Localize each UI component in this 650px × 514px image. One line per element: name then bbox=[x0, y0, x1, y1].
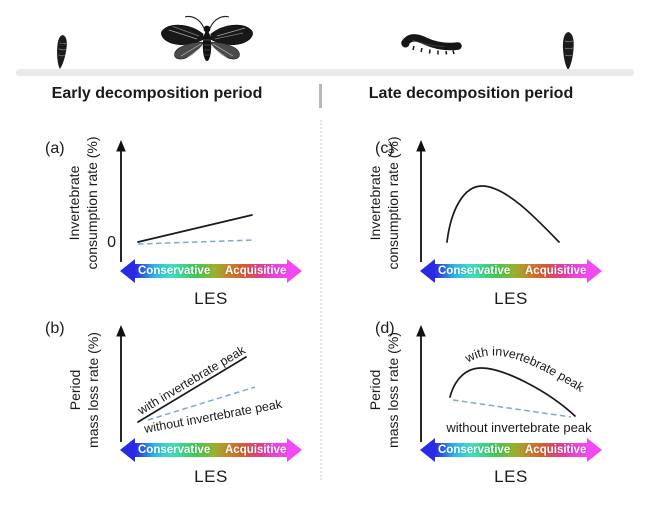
moth-antenna-right bbox=[209, 15, 230, 29]
panel-d-les-label: LES bbox=[494, 467, 528, 486]
spectrum-left-arrowhead bbox=[420, 438, 435, 462]
panel-d-letter: (d) bbox=[375, 320, 395, 337]
header-separator-bar bbox=[16, 69, 634, 76]
conservative-label: Conservative bbox=[138, 265, 211, 277]
panel-c-les-spectrum-arrow: Conservative Acquisitive bbox=[420, 259, 602, 283]
panel-b-dashed-line bbox=[147, 386, 256, 421]
panel-d-plot: with invertebrate peak without invertebr… bbox=[416, 325, 592, 442]
panel-a-yaxis-arrowhead bbox=[116, 140, 126, 152]
spectrum-left-arrowhead bbox=[120, 438, 135, 462]
acquisitive-label: Acquisitive bbox=[525, 265, 587, 277]
moth-icon bbox=[161, 15, 253, 61]
panel-a-les-label: LES bbox=[194, 289, 228, 308]
conservative-label: Conservative bbox=[438, 265, 511, 277]
panel-c-letter: (c) bbox=[375, 140, 394, 157]
panel-b-yaxis-arrowhead bbox=[116, 325, 126, 337]
caterpillar-icon bbox=[401, 34, 462, 55]
panel-a-ylabel-line1: Invertebrate bbox=[65, 165, 82, 241]
heading-divider bbox=[319, 84, 322, 108]
panel-a-plot: 0 bbox=[107, 140, 256, 262]
panel-a-letter: (a) bbox=[45, 140, 65, 157]
panel-d-with-peak-label: with invertebrate peak bbox=[462, 344, 587, 395]
spectrum-right-arrowhead bbox=[587, 438, 602, 462]
moth-antenna-left bbox=[184, 15, 205, 29]
acquisitive-label: Acquisitive bbox=[225, 265, 287, 277]
moth-forewing-right bbox=[209, 24, 253, 45]
moth-body bbox=[202, 31, 212, 61]
spectrum-gradient-bar: Conservative Acquisitive bbox=[135, 264, 287, 278]
panel-d-dashed-line bbox=[452, 399, 572, 418]
panel-c-ylabel-line1: Invertebrate bbox=[366, 165, 383, 241]
panel-c-plot bbox=[416, 140, 560, 262]
panel-b-ylabel-line1: Period bbox=[66, 369, 83, 411]
conservative-label: Conservative bbox=[138, 444, 211, 456]
panel-a-zero-label: 0 bbox=[107, 234, 116, 251]
panel-d-without-peak-label: without invertebrate peak bbox=[445, 420, 592, 435]
panel-b-les-spectrum-arrow: Conservative Acquisitive bbox=[120, 438, 302, 462]
panel-b-solid-line bbox=[137, 356, 247, 423]
spectrum-gradient-bar: Conservative Acquisitive bbox=[435, 443, 587, 457]
acquisitive-label: Acquisitive bbox=[525, 444, 587, 456]
panel-c-les-label: LES bbox=[494, 289, 528, 308]
panel-c-yaxis-arrowhead bbox=[416, 140, 426, 152]
panel-d-yaxis-arrowhead bbox=[416, 325, 426, 337]
acquisitive-label: Acquisitive bbox=[225, 444, 287, 456]
spectrum-gradient-bar: Conservative Acquisitive bbox=[435, 264, 587, 278]
panel-d-hump-curve bbox=[449, 367, 576, 417]
panel-a-dashed-line bbox=[137, 239, 256, 245]
panel-b-plot: with invertebrate peak without invertebr… bbox=[116, 325, 284, 442]
pupa-icon-right bbox=[562, 31, 574, 71]
panel-d-ylabel-line1: Period bbox=[366, 369, 383, 411]
spectrum-right-arrowhead bbox=[287, 259, 302, 283]
panel-a-solid-line bbox=[137, 214, 253, 243]
panel-c-hump-curve bbox=[446, 185, 560, 243]
spectrum-left-arrowhead bbox=[420, 259, 435, 283]
panel-b-letter: (b) bbox=[45, 320, 65, 337]
panel-b-les-label: LES bbox=[194, 467, 228, 486]
spectrum-gradient-bar: Conservative Acquisitive bbox=[135, 443, 287, 457]
panel-column-divider bbox=[320, 120, 322, 480]
early-period-heading: Early decomposition period bbox=[51, 85, 263, 102]
late-period-heading: Late decomposition period bbox=[368, 85, 574, 102]
moth-forewing-left bbox=[161, 24, 205, 45]
spectrum-right-arrowhead bbox=[287, 438, 302, 462]
panel-d-les-spectrum-arrow: Conservative Acquisitive bbox=[420, 438, 602, 462]
conservative-label: Conservative bbox=[438, 444, 511, 456]
spectrum-left-arrowhead bbox=[120, 259, 135, 283]
pupa-icon-left bbox=[57, 35, 67, 69]
moth-head bbox=[203, 25, 211, 33]
panel-a-les-spectrum-arrow: Conservative Acquisitive bbox=[120, 259, 302, 283]
spectrum-right-arrowhead bbox=[587, 259, 602, 283]
